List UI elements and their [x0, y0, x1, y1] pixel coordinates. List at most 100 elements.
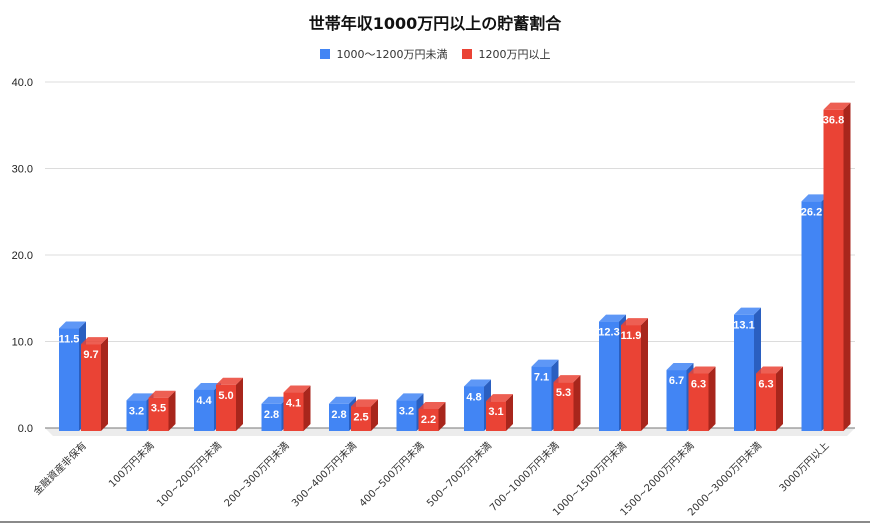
x-tick-label: 100万円未満 [106, 440, 156, 490]
bar-value-label: 2.8 [331, 409, 346, 421]
bar-red[interactable] [418, 408, 439, 431]
bar-blue[interactable] [599, 321, 619, 431]
bar-value-label: 7.1 [534, 372, 549, 384]
bar-value-label: 11.5 [59, 334, 80, 346]
bar-blue[interactable] [126, 400, 147, 431]
x-tick-label: 300~400万円未満 [289, 440, 359, 510]
bar-blue[interactable] [531, 366, 552, 431]
bar-value-label: 2.5 [353, 411, 368, 423]
bar-side [843, 102, 851, 432]
legend-swatch-red-icon [461, 49, 472, 59]
bar-value-label: 5.3 [556, 387, 571, 399]
bar-value-label: 26.2 [801, 206, 822, 218]
bar-blue[interactable] [464, 386, 484, 431]
bar-value-label: 9.7 [83, 349, 98, 361]
legend-swatch-blue-icon [319, 49, 330, 59]
bar-top [81, 337, 108, 345]
bar-top [599, 314, 626, 322]
bar-value-label: 36.8 [823, 115, 844, 127]
bar-blue[interactable] [801, 201, 822, 431]
x-tick-label: 1000~1500万円未満 [550, 440, 629, 519]
bar-side [236, 377, 243, 431]
bar-red[interactable] [283, 392, 304, 431]
bar-blue[interactable] [329, 403, 349, 431]
bar-red[interactable] [688, 373, 709, 431]
bar-red[interactable] [756, 373, 776, 431]
bar-top [553, 375, 581, 383]
legend-item-series-2[interactable]: 1200万円以上 [461, 46, 551, 62]
bar-value-label: 4.8 [466, 391, 481, 403]
bar-blue[interactable] [734, 314, 754, 431]
bar-top [148, 390, 176, 398]
y-tick-label: 10.0 [12, 337, 33, 349]
bar-top [59, 321, 86, 329]
bar-top [194, 382, 221, 390]
bar-top [486, 394, 513, 402]
bar-top [464, 379, 491, 387]
chart-title: 世帯年収1000万円以上の貯蓄割合 [308, 14, 562, 33]
bar-value-label: 3.5 [151, 403, 166, 415]
bar-value-label: 6.7 [669, 375, 684, 387]
bar-side [168, 390, 176, 431]
chart-floor [45, 428, 855, 436]
bar-red[interactable] [81, 344, 101, 431]
bar-top [396, 393, 424, 401]
bar-top [531, 359, 559, 367]
bar-red[interactable] [148, 397, 169, 431]
bar-top [823, 102, 851, 110]
bar-top [734, 307, 761, 315]
bar-top [216, 377, 243, 385]
bar-top [688, 366, 716, 374]
bar-value-label: 2.8 [264, 409, 279, 421]
bar-top [126, 393, 154, 401]
bar-blue[interactable] [261, 403, 282, 431]
bar-red[interactable] [621, 325, 641, 431]
x-tick-label: 200~300万円未満 [222, 440, 292, 510]
bar-top [283, 385, 311, 393]
bar-red[interactable] [553, 382, 574, 431]
bar-blue[interactable] [396, 400, 417, 431]
bar-value-label: 3.1 [488, 406, 503, 418]
y-tick-label: 20.0 [12, 250, 33, 262]
x-tick-label: 3000万円以上 [777, 440, 832, 495]
bar-top [261, 396, 289, 404]
bar-blue[interactable] [59, 328, 79, 431]
bar-blue[interactable] [666, 370, 687, 431]
bar-value-label: 3.2 [399, 405, 414, 417]
window-bottom-border [0, 521, 870, 523]
bar-value-label: 11.9 [621, 330, 642, 342]
x-tick-label: 金融資産非保有 [30, 439, 89, 498]
bar-red[interactable] [216, 384, 236, 431]
legend-label: 1200万円以上 [478, 48, 551, 61]
bar-top [666, 363, 694, 371]
y-tick-label: 30.0 [12, 164, 33, 176]
bar-side [573, 375, 581, 431]
bar-top [621, 318, 648, 326]
bar-red[interactable] [823, 109, 844, 432]
bar-side [506, 394, 513, 431]
bar-value-label: 12.3 [598, 327, 619, 339]
bar-red[interactable] [351, 406, 371, 431]
bar-side [776, 366, 783, 431]
bar-value-label: 3.2 [129, 405, 144, 417]
bar-top [351, 399, 378, 407]
bar-value-label: 6.3 [691, 379, 706, 391]
x-tick-label: 1500~2000万円未満 [618, 440, 697, 519]
bar-red[interactable] [486, 401, 506, 431]
bar-side [708, 366, 716, 431]
bar-value-label: 6.3 [758, 379, 773, 391]
bar-side [641, 318, 648, 431]
bar-value-label: 4.4 [196, 395, 212, 407]
bar-value-label: 5.0 [218, 390, 233, 402]
x-tick-label: 400~500万円未満 [357, 440, 427, 510]
x-tick-label: 500~700万円未満 [424, 440, 494, 510]
bar-blue[interactable] [194, 389, 214, 431]
x-tick-label: 2000~3000万円未満 [685, 440, 764, 519]
y-tick-label: 40.0 [12, 77, 33, 89]
y-tick-label: 0.0 [18, 423, 33, 435]
legend-item-series-1[interactable]: 1000〜1200万円未満 [319, 46, 448, 62]
bar-side [303, 385, 311, 431]
x-tick-label: 100~200万円未満 [154, 440, 224, 510]
bar-value-label: 13.1 [733, 320, 754, 332]
